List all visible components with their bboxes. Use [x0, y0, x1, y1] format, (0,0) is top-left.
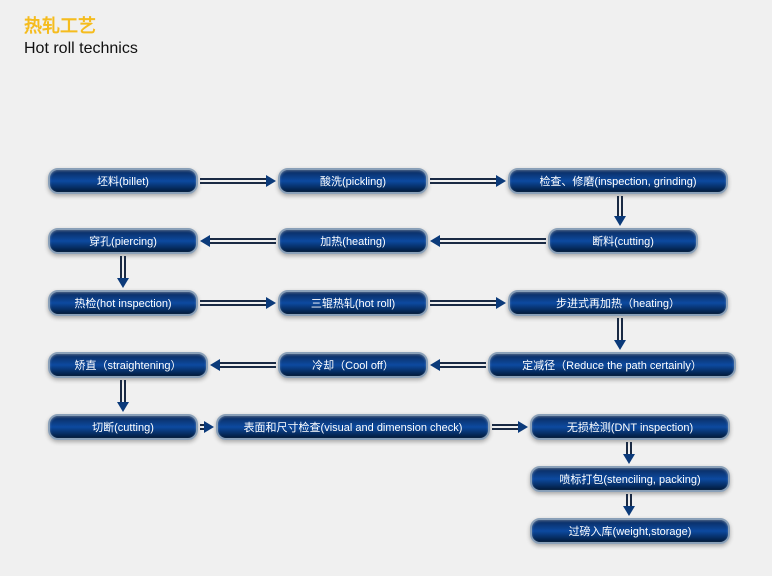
node-inspgrind: 检查、修磨(inspection, grinding): [508, 168, 728, 194]
node-cooloff: 冷却（Cool off）: [278, 352, 428, 378]
node-stencil: 喷标打包(stenciling, packing): [530, 466, 730, 492]
arrow-12: [200, 422, 214, 432]
node-dnt: 无损检测(DNT inspection): [530, 414, 730, 440]
node-cutting1: 断料(cutting): [548, 228, 698, 254]
arrow-8: [615, 318, 625, 350]
node-billet: 坯料(billet): [48, 168, 198, 194]
arrow-13: [492, 422, 528, 432]
arrow-4: [200, 236, 276, 246]
arrow-5: [118, 256, 128, 288]
arrow-7: [430, 298, 506, 308]
arrow-1: [430, 176, 506, 186]
flowchart-canvas: 坯料(billet) 酸洗(pickling) 检查、修磨(inspection, …: [0, 0, 772, 576]
node-hotinsp: 热检(hot inspection): [48, 290, 198, 316]
arrow-10: [210, 360, 276, 370]
node-cutting2: 切断(cutting): [48, 414, 198, 440]
arrow-0: [200, 176, 276, 186]
node-visdim: 表面和尺寸检查(visual and dimension check): [216, 414, 490, 440]
node-pickling: 酸洗(pickling): [278, 168, 428, 194]
arrow-11: [118, 380, 128, 412]
arrow-2: [615, 196, 625, 226]
node-heating: 加热(heating): [278, 228, 428, 254]
arrow-9: [430, 360, 486, 370]
node-stepheat: 步进式再加热（heating）: [508, 290, 728, 316]
arrow-3: [430, 236, 546, 246]
node-reduce: 定减径（Reduce the path certainly）: [488, 352, 736, 378]
arrow-6: [200, 298, 276, 308]
arrow-14: [624, 442, 634, 464]
node-storage: 过磅入库(weight,storage): [530, 518, 730, 544]
arrow-15: [624, 494, 634, 516]
node-piercing: 穿孔(piercing): [48, 228, 198, 254]
node-straight: 矫直（straightening）: [48, 352, 208, 378]
node-hotroll: 三辊热轧(hot roll): [278, 290, 428, 316]
